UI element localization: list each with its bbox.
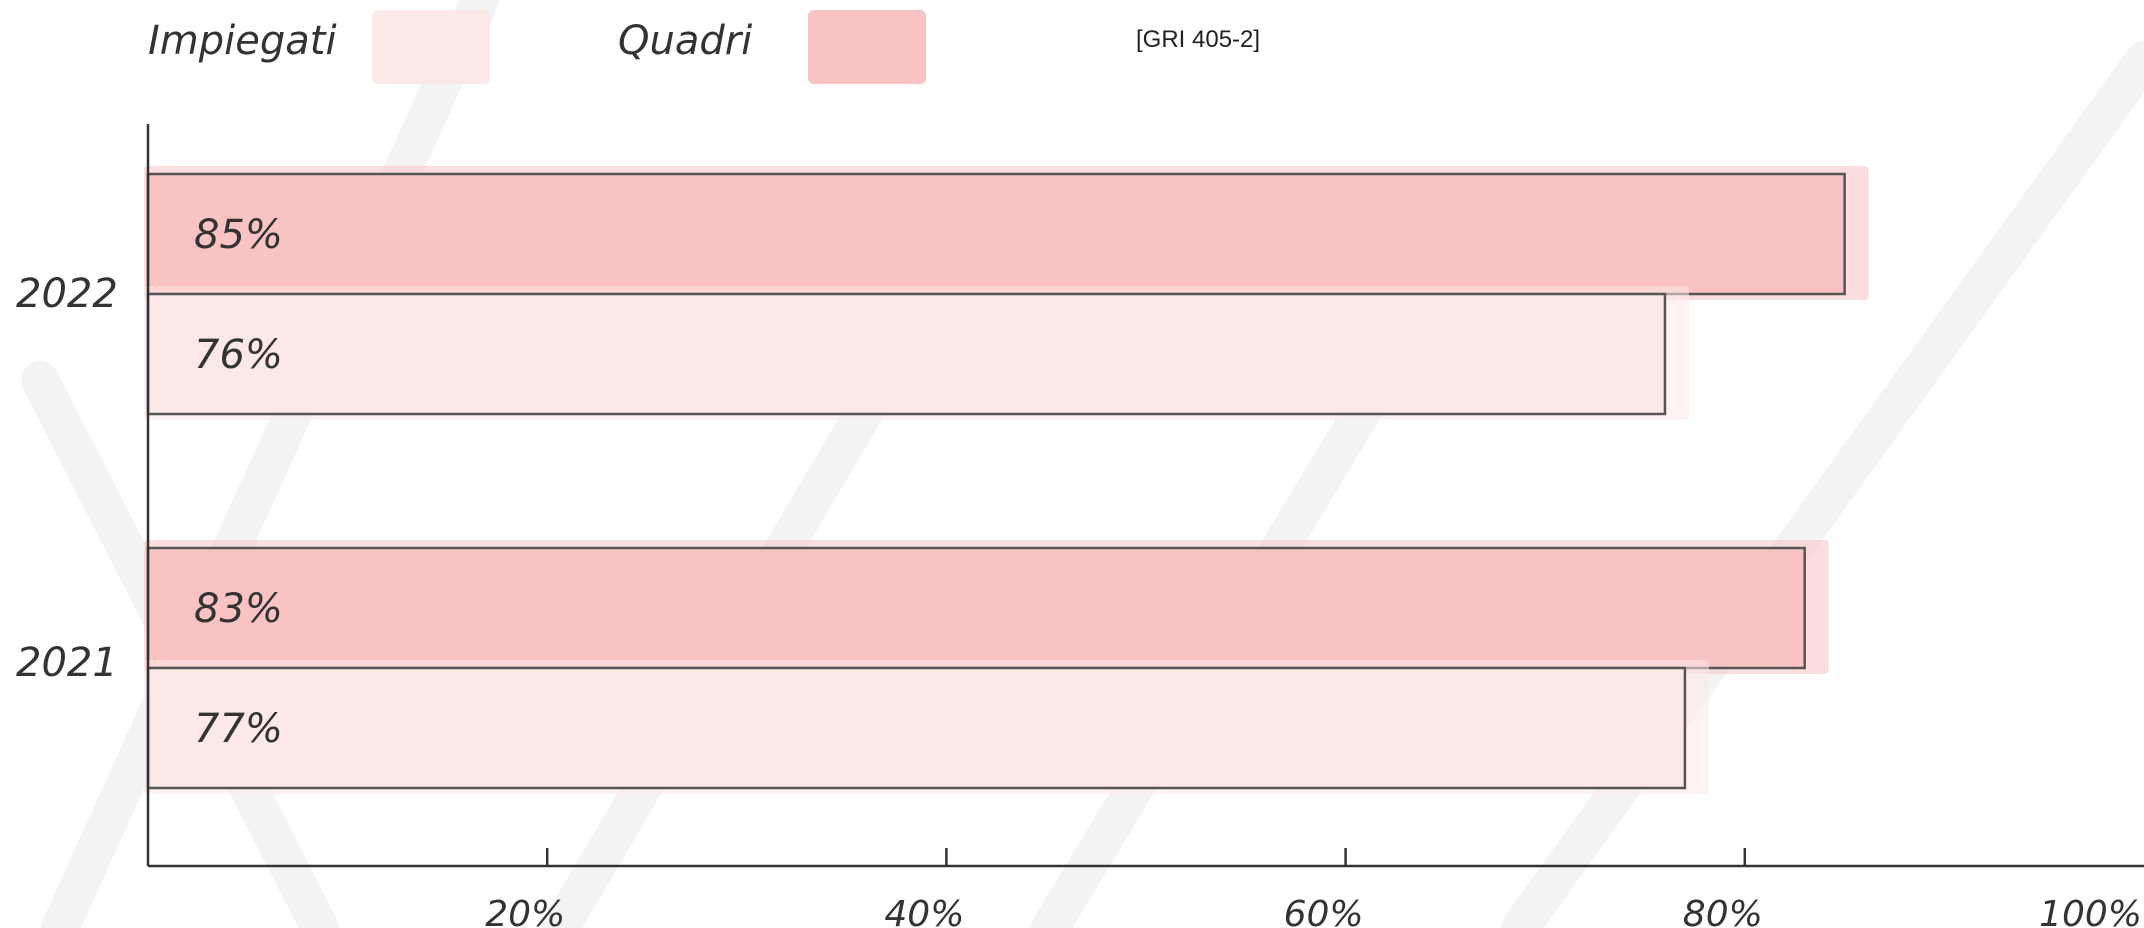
x-tick-label-20: 20%	[485, 894, 565, 928]
x-tick-label-40: 40%	[884, 894, 964, 928]
data-label-quadri-2022: 85%	[194, 212, 283, 258]
x-tick-label-80: 80%	[1683, 894, 1763, 928]
data-label-quadri-2021: 83%	[194, 586, 283, 632]
legend-label-impiegati: Impiegati	[148, 18, 337, 64]
category-label-2022: 2022	[16, 271, 118, 317]
legend-swatch-impiegati	[372, 10, 490, 84]
category-label-2021: 2021	[16, 640, 118, 686]
bar-impiegati-2022	[146, 292, 1667, 416]
legend-label-quadri: Quadri	[618, 18, 753, 64]
data-label-impiegati-2022: 76%	[194, 332, 283, 378]
legend-swatch-quadri	[808, 10, 926, 84]
bar-impiegati-2021	[146, 666, 1687, 790]
x-tick-label-60: 60%	[1284, 894, 1364, 928]
data-label-impiegati-2021: 77%	[194, 706, 283, 752]
bar-quadri-2022	[146, 172, 1846, 296]
x-tick-label-100: 100%	[2039, 894, 2142, 928]
bar-quadri-2021	[146, 546, 1806, 670]
gri-reference-note: [GRI 405-2]	[1136, 26, 1261, 53]
